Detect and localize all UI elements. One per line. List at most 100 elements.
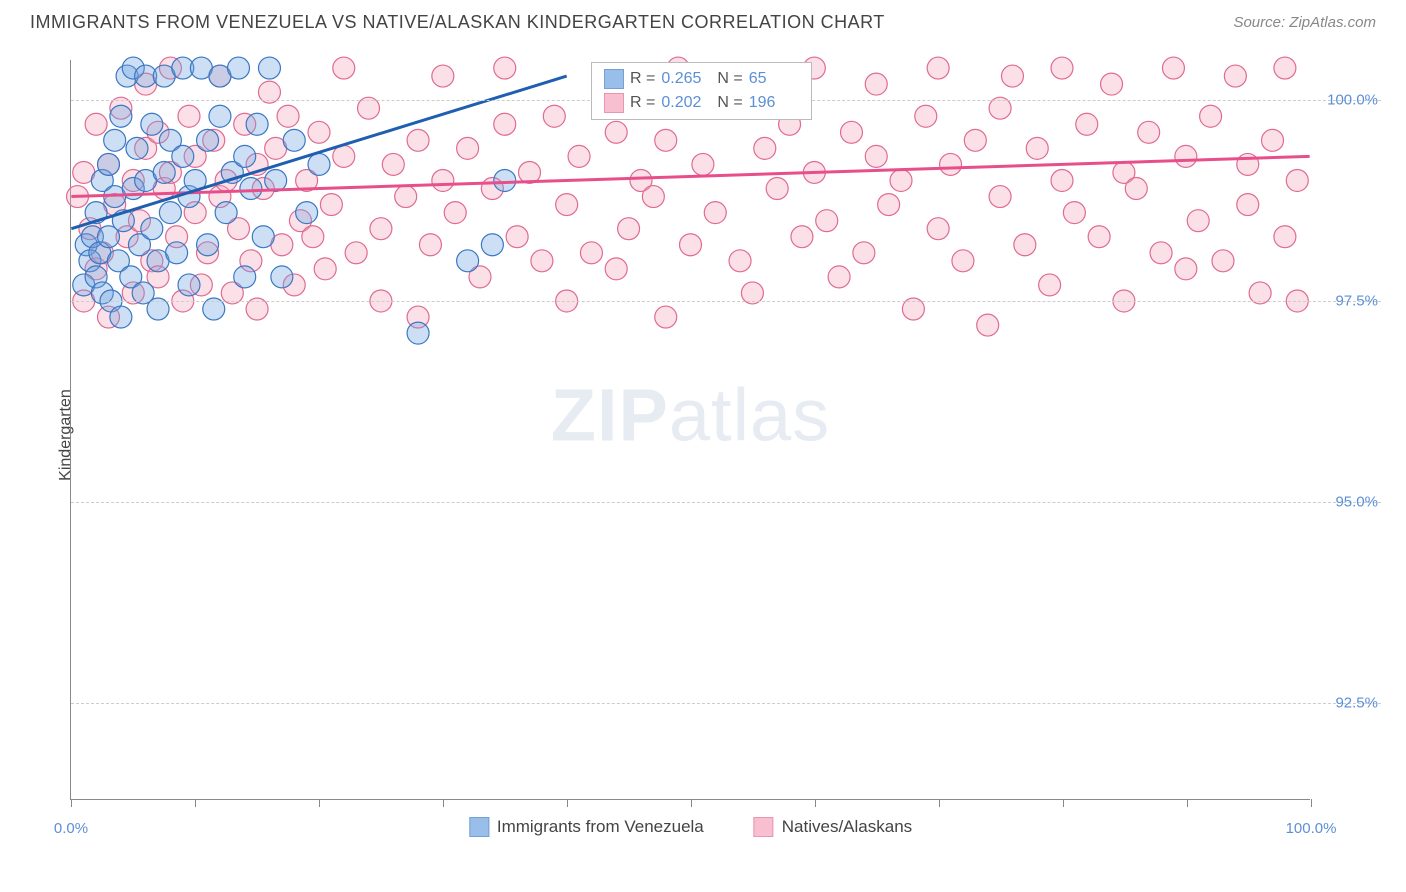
plot-area: ZIPatlas R = 0.265 N = 65 R = 0.202 N = … <box>70 60 1310 800</box>
scatter-point <box>1014 234 1036 256</box>
scatter-point <box>228 57 250 79</box>
scatter-point <box>296 202 318 224</box>
x-tick-mark <box>1311 799 1312 807</box>
scatter-point <box>605 258 627 280</box>
scatter-point <box>1051 170 1073 192</box>
scatter-point <box>568 145 590 167</box>
scatter-point <box>828 266 850 288</box>
scatter-point <box>1187 210 1209 232</box>
x-tick-label: 100.0% <box>1286 820 1337 837</box>
scatter-point <box>816 210 838 232</box>
scatter-point <box>927 218 949 240</box>
scatter-point <box>1101 73 1123 95</box>
scatter-point <box>655 306 677 328</box>
scatter-point <box>432 170 454 192</box>
r-label: R = <box>630 67 655 91</box>
scatter-point <box>395 186 417 208</box>
chart-container: Kindergarten ZIPatlas R = 0.265 N = 65 R… <box>30 50 1380 820</box>
scatter-point <box>333 57 355 79</box>
scatter-point <box>407 322 429 344</box>
n-label: N = <box>717 67 742 91</box>
scatter-point <box>494 113 516 135</box>
scatter-point <box>878 194 900 216</box>
scatter-point <box>166 242 188 264</box>
scatter-point <box>865 145 887 167</box>
scatter-point <box>989 186 1011 208</box>
scatter-point <box>370 218 392 240</box>
legend-row-s1: R = 0.265 N = 65 <box>604 67 799 91</box>
scatter-point <box>1063 202 1085 224</box>
scatter-point <box>153 161 175 183</box>
scatter-point <box>110 105 132 127</box>
scatter-point <box>655 129 677 151</box>
chart-source: Source: ZipAtlas.com <box>1233 14 1376 31</box>
scatter-point <box>234 266 256 288</box>
scatter-point <box>580 242 602 264</box>
scatter-point <box>265 170 287 192</box>
scatter-point <box>277 105 299 127</box>
scatter-point <box>172 145 194 167</box>
scatter-point <box>865 73 887 95</box>
scatter-point <box>110 306 132 328</box>
scatter-point <box>556 194 578 216</box>
scatter-point <box>1224 65 1246 87</box>
scatter-point <box>419 234 441 256</box>
scatter-point <box>345 242 367 264</box>
legend-label-s1: Immigrants from Venezuela <box>497 817 704 837</box>
scatter-point <box>1262 129 1284 151</box>
scatter-point <box>940 153 962 175</box>
x-tick-mark <box>71 799 72 807</box>
n-value-s2: 196 <box>749 91 799 115</box>
scatter-point <box>729 250 751 272</box>
legend-item-s1: Immigrants from Venezuela <box>469 817 704 837</box>
swatch-s1 <box>604 69 624 89</box>
scatter-point <box>1088 226 1110 248</box>
scatter-point <box>407 129 429 151</box>
scatter-point <box>271 266 293 288</box>
n-label: N = <box>717 91 742 115</box>
scatter-point <box>680 234 702 256</box>
x-tick-mark <box>443 799 444 807</box>
x-tick-mark <box>319 799 320 807</box>
scatter-point <box>252 226 274 248</box>
scatter-point <box>791 226 813 248</box>
scatter-point <box>141 113 163 135</box>
scatter-point <box>605 121 627 143</box>
scatter-point <box>382 153 404 175</box>
scatter-point <box>766 178 788 200</box>
scatter-point <box>618 218 640 240</box>
scatter-point <box>642 186 664 208</box>
scatter-point <box>104 129 126 151</box>
legend-item-s2: Natives/Alaskans <box>754 817 912 837</box>
scatter-point <box>197 129 219 151</box>
swatch-s2 <box>604 93 624 113</box>
y-tick-label: 100.0% <box>1327 92 1378 109</box>
scatter-point <box>85 113 107 135</box>
scatter-point <box>1051 57 1073 79</box>
x-tick-mark <box>815 799 816 807</box>
scatter-point <box>444 202 466 224</box>
scatter-point <box>141 218 163 240</box>
scatter-point <box>1001 65 1023 87</box>
scatter-point <box>952 250 974 272</box>
scatter-point <box>98 153 120 175</box>
scatter-point <box>927 57 949 79</box>
scatter-point <box>1162 57 1184 79</box>
r-label: R = <box>630 91 655 115</box>
scatter-point <box>240 178 262 200</box>
scatter-point <box>840 121 862 143</box>
scatter-point <box>494 57 516 79</box>
scatter-point <box>197 234 219 256</box>
gridline <box>71 502 1381 503</box>
swatch-s2-icon <box>754 817 774 837</box>
scatter-point <box>506 226 528 248</box>
scatter-point <box>258 57 280 79</box>
scatter-point <box>481 234 503 256</box>
scatter-point <box>283 129 305 151</box>
gridline <box>71 703 1381 704</box>
x-tick-mark <box>1063 799 1064 807</box>
scatter-point <box>333 145 355 167</box>
scatter-point <box>1138 121 1160 143</box>
scatter-point <box>1175 258 1197 280</box>
legend-label-s2: Natives/Alaskans <box>782 817 912 837</box>
